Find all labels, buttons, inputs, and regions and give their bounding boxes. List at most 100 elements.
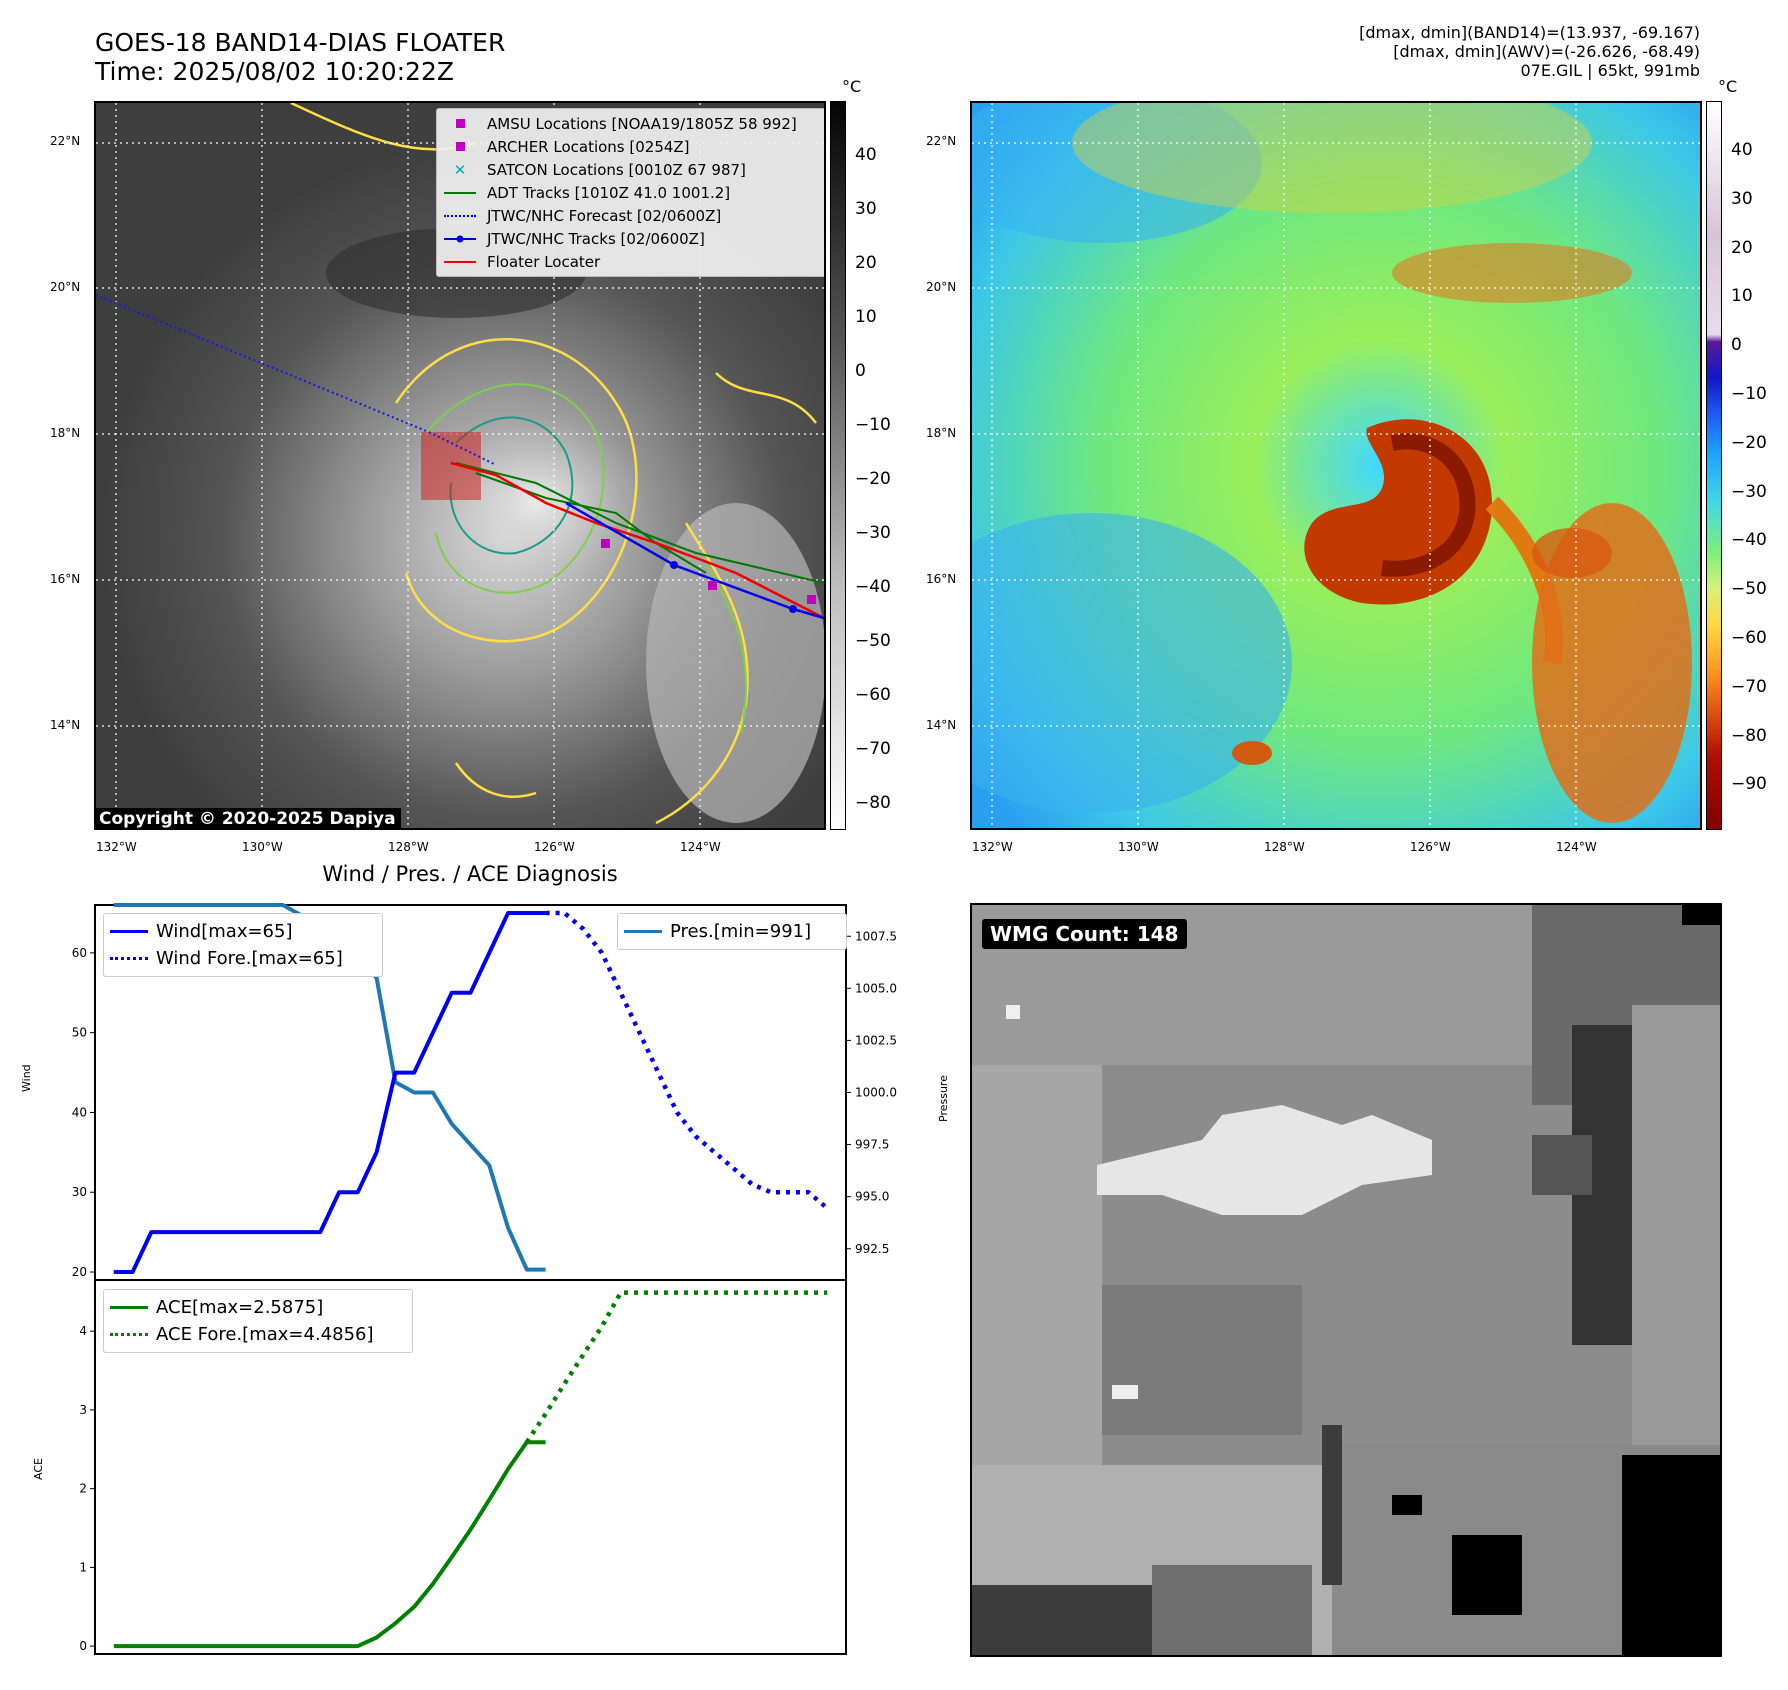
legend-item-wind: Wind[max=65] <box>110 918 376 945</box>
ace-legend: ACE[max=2.5875] ACE Fore.[max=4.4856] <box>103 1289 413 1353</box>
legend-item-ace-forecast: ACE Fore.[max=4.4856] <box>110 1321 406 1348</box>
lat-label: 18°N <box>50 426 81 440</box>
pressure-axis-label: Pressure <box>937 1075 950 1122</box>
lat-label: 18°N <box>926 426 957 440</box>
wind-forecast-line <box>545 910 829 1210</box>
lon-label: 124°W <box>1556 840 1597 854</box>
y-tick-label: 30 <box>72 1185 87 1199</box>
y-right-tick-label: 1005.0 <box>855 981 897 995</box>
title-line-2: Time: 2025/08/02 10:20:22Z <box>95 57 454 86</box>
lat-label: 20°N <box>50 280 81 294</box>
y-tick-label: 20 <box>72 1265 87 1279</box>
lon-label: 124°W <box>680 840 721 854</box>
jtwc-track <box>565 501 824 620</box>
y-right-tick-label: 992.5 <box>855 1242 889 1256</box>
colorbar-tick-label: −40 <box>855 577 891 597</box>
colorbar-tick-label: 20 <box>1731 237 1753 258</box>
wind-line <box>113 911 546 1274</box>
y-right-tick-label: 1002.5 <box>855 1033 897 1047</box>
wmg-count-badge: WMG Count: 148 <box>982 919 1187 949</box>
colorbar-tick-label: −50 <box>855 631 891 651</box>
ace-forecast-line <box>524 1290 828 1444</box>
line-marker-icon <box>624 920 662 943</box>
info-line-2: [dmax, dmin](AWV)=(-26.626, -68.49) <box>1393 42 1700 61</box>
lat-label: 16°N <box>926 572 957 586</box>
legend-item-floater: Floater Locater <box>441 250 821 273</box>
line-dot-marker-icon <box>441 227 479 250</box>
line-marker-icon <box>441 181 479 204</box>
ace-line <box>113 1440 546 1649</box>
y-right-tick-label: 995.0 <box>855 1190 889 1204</box>
colorbar-tick-label: 30 <box>855 199 877 219</box>
square-marker-icon <box>441 135 479 158</box>
diagnosis-title: Wind / Pres. / ACE Diagnosis <box>322 862 618 886</box>
legend-item-satcon: ✕ SATCON Locations [0010Z 67 987] <box>441 158 821 181</box>
forecast-track <box>96 294 497 466</box>
colorbar-tick-label: 30 <box>1731 188 1753 209</box>
colorbar-tick-label: 0 <box>855 361 866 381</box>
ir-map-panel: Copyright © 2020-2025 Dapiya AMSU Locati… <box>94 101 826 830</box>
colorbar-tick-label: 40 <box>1731 140 1753 160</box>
lon-label: 130°W <box>242 840 283 854</box>
lon-label: 128°W <box>1264 840 1305 854</box>
ir-colorbar <box>830 101 846 830</box>
map-legend: AMSU Locations [NOAA19/1805Z 58 992] ARC… <box>436 108 824 277</box>
copyright-badge: Copyright © 2020-2025 Dapiya <box>96 808 401 828</box>
colorbar-tick-label: −20 <box>1731 432 1767 453</box>
colorbar-tick-label: −60 <box>855 685 891 705</box>
legend-item-tracks: JTWC/NHC Tracks [02/0600Z] <box>441 227 821 250</box>
lat-label: 22°N <box>50 134 81 148</box>
colorbar-tick-label: −20 <box>855 469 891 489</box>
info-line-3: 07E.GIL | 65kt, 991mb <box>1520 61 1701 80</box>
colorbar-unit: °C <box>1718 77 1738 96</box>
line-marker-icon <box>110 1296 148 1319</box>
ace-y-tick-label: 1 <box>79 1560 87 1574</box>
legend-item-forecast: JTWC/NHC Forecast [02/0600Z] <box>441 204 821 227</box>
lon-label: 132°W <box>96 840 137 854</box>
colorbar-tick-label: −70 <box>1731 676 1767 697</box>
colorbar-tick-label: −50 <box>1731 579 1767 600</box>
legend-item-pressure: Pres.[min=991] <box>624 918 840 945</box>
legend-item-wind-forecast: Wind Fore.[max=65] <box>110 945 376 972</box>
page-title: GOES-18 BAND14-DIAS FLOATER Time: 2025/0… <box>95 28 505 86</box>
colorbar-tick-label: 20 <box>855 253 877 273</box>
colorbar-tick-label: −40 <box>1731 530 1767 551</box>
y-tick-label: 50 <box>72 1026 87 1040</box>
y-right-tick-label: 997.5 <box>855 1138 889 1152</box>
colorbar-tick-label: −90 <box>1731 774 1767 795</box>
line-marker-icon <box>110 920 148 943</box>
x-marker-icon: ✕ <box>453 160 467 179</box>
colorbar-tick-label: −10 <box>855 415 891 435</box>
lon-label: 126°W <box>534 840 575 854</box>
legend-item-adt: ADT Tracks [1010Z 41.0 1001.2] <box>441 181 821 204</box>
ace-y-tick-label: 4 <box>79 1324 87 1338</box>
lat-label: 16°N <box>50 572 81 586</box>
wind-axis-label: Wind <box>20 1064 33 1092</box>
legend-item-amsu: AMSU Locations [NOAA19/1805Z 58 992] <box>441 112 821 135</box>
lat-label: 22°N <box>926 134 957 148</box>
y-tick-label: 40 <box>72 1105 87 1119</box>
colorbar-tick-label: 10 <box>855 307 877 327</box>
colorbar-unit: °C <box>842 77 862 96</box>
wind-legend: Wind[max=65] Wind Fore.[max=65] <box>103 913 383 977</box>
dotted-line-icon <box>441 204 479 227</box>
enhanced-map-panel <box>970 101 1702 830</box>
legend-item-ace: ACE[max=2.5875] <box>110 1294 406 1321</box>
enhanced-colorbar <box>1706 101 1722 830</box>
lat-label: 20°N <box>926 280 957 294</box>
colorbar-tick-label: −10 <box>1731 384 1767 404</box>
enhanced-map-image <box>972 103 1700 828</box>
colorbar-tick-label: 40 <box>855 145 877 165</box>
colorbar-tick-label: 10 <box>1731 286 1753 307</box>
colorbar-tick-label: −30 <box>1731 481 1767 502</box>
ace-panel-frame <box>94 1279 847 1655</box>
legend-item-archer: ARCHER Locations [0254Z] <box>441 135 821 158</box>
colorbar-tick-label: −80 <box>855 793 891 813</box>
y-tick-label: 60 <box>72 946 87 960</box>
lon-label: 126°W <box>1410 840 1451 854</box>
colorbar-tick-label: −30 <box>855 523 891 543</box>
ace-y-tick-label: 3 <box>79 1403 87 1417</box>
info-block: [dmax, dmin](BAND14)=(13.937, -69.167) [… <box>1359 23 1700 80</box>
line-marker-icon <box>441 250 479 273</box>
title-line-1: GOES-18 BAND14-DIAS FLOATER <box>95 28 506 57</box>
